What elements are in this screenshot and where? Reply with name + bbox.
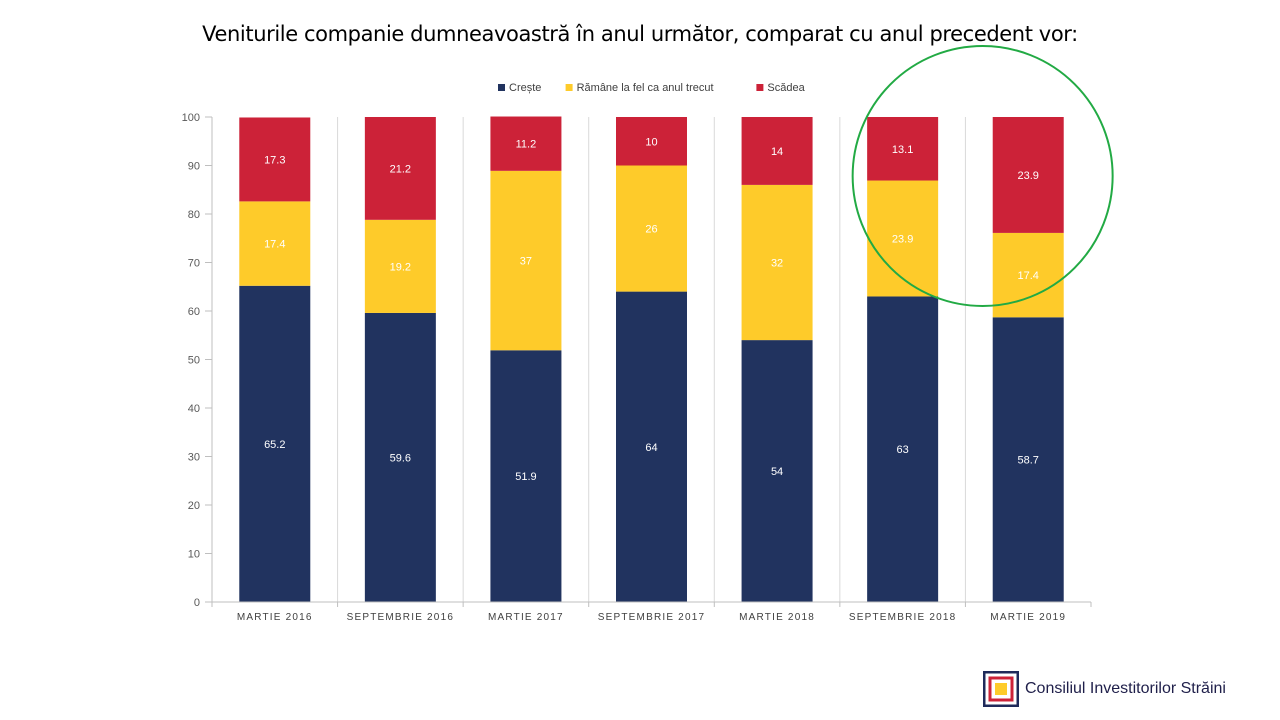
legend: Crește Rămâne la fel ca anul trecut Scădea xyxy=(498,82,806,94)
bars: 65.2 17.4 17.3 59.6 19.2 21.2 51.9 37 11.2 64 26 10… xyxy=(239,116,1064,602)
data-label: 23.9 xyxy=(1018,170,1039,182)
bar-segment xyxy=(364,219,436,313)
stacked-bar-chart: Crește Rămâne la fel ca anul trecut Scădea… xyxy=(182,45,1114,623)
legend-label: Scădea xyxy=(767,82,805,94)
data-label: 64 xyxy=(645,442,657,454)
bar-segment xyxy=(239,285,311,602)
bar-segment xyxy=(741,117,813,185)
x-tick-label: MARTIE 2016 xyxy=(237,612,313,623)
y-tick-label: 90 xyxy=(188,161,200,173)
x-axis: MARTIE 2016 SEPTEMBRIE 2016 MARTIE 2017 SEP… xyxy=(211,601,1092,623)
bar-segment xyxy=(490,170,562,351)
data-label: 59.6 xyxy=(390,452,411,464)
y-tick-label: 60 xyxy=(188,306,200,318)
logo: Consiliul Investitorilor Străini xyxy=(982,670,1226,708)
x-tick-label: MARTIE 2018 xyxy=(739,612,815,623)
legend-label: Crește xyxy=(509,82,541,94)
highlight-circle-shape xyxy=(851,45,1114,307)
y-tick-label: 100 xyxy=(182,112,200,124)
logo-mark-icon xyxy=(982,670,1020,708)
y-axis: 0 10 20 30 40 50 60 70 80 90 100 xyxy=(182,112,213,609)
bar-segment xyxy=(490,116,562,171)
data-label: 19.2 xyxy=(390,261,411,273)
data-label: 11.2 xyxy=(516,139,537,151)
bar-segment xyxy=(616,165,687,292)
x-tick-label: SEPTEMBRIE 2017 xyxy=(598,612,705,623)
bar-segment xyxy=(239,201,311,286)
legend-swatch xyxy=(565,84,573,91)
bar-segment xyxy=(992,317,1064,602)
bar-segment xyxy=(867,296,939,602)
y-tick-label: 70 xyxy=(188,258,200,270)
y-tick-label: 10 xyxy=(188,549,200,561)
chart-title: Veniturile companie dumneavoastră în anu… xyxy=(202,22,1078,46)
bar-segment xyxy=(867,117,939,181)
bar-segment xyxy=(992,117,1064,233)
logo-text: Consiliul Investitorilor Străini xyxy=(1025,680,1226,697)
y-tick-label: 0 xyxy=(194,597,200,609)
data-label: 26 xyxy=(645,224,657,236)
legend-label: Rămâne la fel ca anul trecut xyxy=(577,82,714,94)
y-tick-label: 40 xyxy=(188,403,200,415)
data-label: 58.7 xyxy=(1018,455,1039,467)
bar-segment xyxy=(741,184,813,341)
data-label: 23.9 xyxy=(892,233,913,245)
data-label: 10 xyxy=(645,136,657,148)
legend-swatch xyxy=(756,84,764,91)
data-label: 17.4 xyxy=(264,239,285,251)
x-tick-label: SEPTEMBRIE 2018 xyxy=(849,612,956,623)
y-tick-label: 30 xyxy=(188,452,200,464)
x-tick-label: MARTIE 2019 xyxy=(990,612,1066,623)
bar-segment xyxy=(616,117,687,166)
data-label: 37 xyxy=(520,256,532,268)
bar-segment xyxy=(867,180,939,297)
data-label: 17.4 xyxy=(1018,270,1039,282)
bar-segment xyxy=(239,117,311,202)
bar-segment xyxy=(616,291,687,602)
data-label: 21.2 xyxy=(390,163,411,175)
data-label: 17.3 xyxy=(264,154,285,166)
data-label: 63 xyxy=(897,444,909,456)
legend-swatch xyxy=(498,84,505,91)
data-label: 13.1 xyxy=(892,144,913,156)
bar-segment xyxy=(364,117,436,220)
data-label: 32 xyxy=(771,258,783,270)
bar-segment xyxy=(364,312,436,602)
data-label: 54 xyxy=(771,466,783,478)
bar-segment xyxy=(490,350,562,602)
data-label: 65.2 xyxy=(264,439,285,451)
category-separators xyxy=(337,117,966,602)
highlight-circle xyxy=(851,45,1114,307)
y-tick-label: 80 xyxy=(188,209,200,221)
bar-segment xyxy=(741,340,813,602)
x-tick-label: SEPTEMBRIE 2016 xyxy=(347,612,454,623)
x-tick-label: MARTIE 2017 xyxy=(488,612,564,623)
data-label: 14 xyxy=(771,146,783,158)
y-tick-label: 20 xyxy=(188,500,200,512)
data-label: 51.9 xyxy=(515,471,536,483)
y-tick-label: 50 xyxy=(188,355,200,367)
